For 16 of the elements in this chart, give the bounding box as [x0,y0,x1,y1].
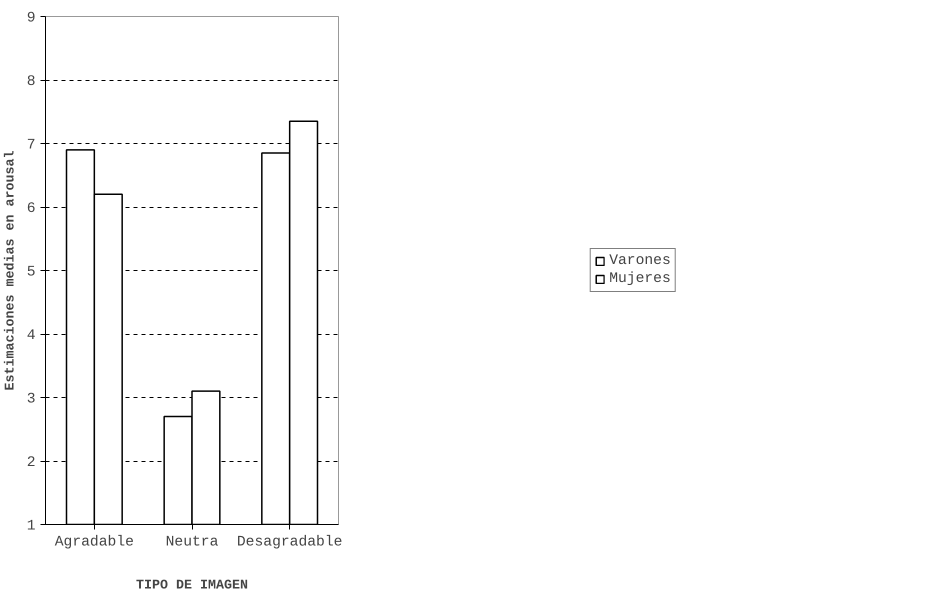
y-tick-label: 8 [26,74,36,90]
y-tick-label: 5 [26,264,36,280]
legend-label: Mujeres [609,271,671,287]
y-tick-label: 4 [26,328,36,344]
y-tick-label: 1 [26,518,36,534]
y-tick-label: 9 [26,10,36,26]
y-axis-title: Estimaciones medias en arousal [4,150,19,390]
legend-label: Varones [609,253,671,269]
x-axis-title: TIPO DE IMAGEN [136,578,248,594]
y-tick-label: 2 [26,455,36,471]
y-tick-label: 7 [26,138,36,154]
x-tick-label: Agradable [54,534,134,550]
x-tick-label: Neutra [166,534,219,550]
x-tick-label: Desagradable [236,534,342,550]
y-tick-label: 6 [26,201,36,217]
y-tick-label: 3 [26,392,36,408]
